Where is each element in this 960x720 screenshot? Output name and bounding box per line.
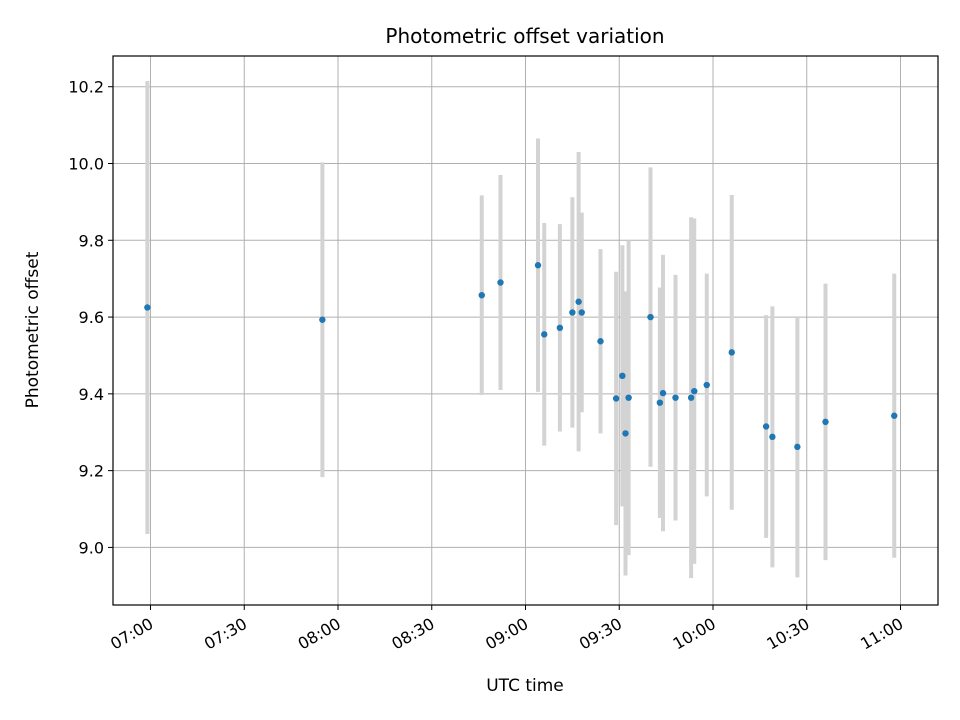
data-point — [569, 309, 576, 316]
y-tick-label: 10.2 — [68, 78, 104, 97]
data-points — [144, 262, 898, 451]
data-point — [144, 304, 151, 311]
chart-title: Photometric offset variation — [385, 24, 664, 48]
data-point — [647, 313, 654, 321]
data-point — [622, 430, 629, 437]
data-point — [619, 372, 626, 380]
data-point — [672, 394, 679, 401]
y-tick-label: 9.0 — [79, 538, 104, 557]
data-point — [556, 324, 564, 332]
data-point — [703, 381, 710, 389]
data-point — [534, 262, 542, 269]
data-point — [597, 338, 604, 345]
data-point — [319, 316, 326, 323]
data-point — [728, 349, 735, 356]
data-point — [687, 394, 695, 401]
data-point — [891, 412, 898, 419]
y-axis-title: Photometric offset — [23, 251, 43, 408]
data-point — [794, 443, 801, 451]
data-point — [659, 389, 667, 397]
y-tick-label: 9.6 — [79, 308, 104, 327]
data-point — [497, 279, 504, 286]
data-point — [762, 423, 770, 430]
data-point — [612, 395, 620, 402]
x-axis-title: UTC time — [486, 676, 564, 696]
y-tick-label: 9.2 — [79, 462, 104, 481]
data-point — [575, 298, 582, 305]
data-point — [578, 309, 585, 316]
grid — [113, 56, 938, 605]
y-tick-label: 9.8 — [79, 231, 104, 250]
data-point — [541, 331, 548, 338]
data-point — [822, 418, 829, 426]
y-tick-label: 10.0 — [68, 154, 104, 173]
data-point — [656, 399, 664, 406]
y-tick-label: 9.4 — [79, 385, 104, 404]
data-point — [691, 387, 698, 395]
data-point — [625, 394, 632, 401]
data-point — [769, 433, 776, 441]
data-point — [478, 291, 485, 299]
